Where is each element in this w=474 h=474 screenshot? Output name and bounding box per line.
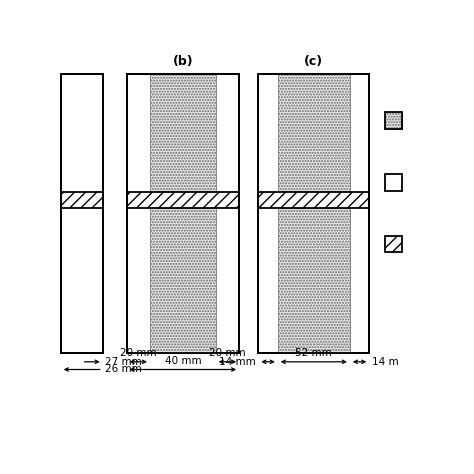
Bar <box>127 192 239 208</box>
Bar <box>150 208 216 353</box>
Bar <box>385 112 402 129</box>
Text: 26 mm: 26 mm <box>105 365 142 374</box>
Bar <box>258 74 369 353</box>
Bar <box>61 192 103 208</box>
Bar <box>127 74 239 353</box>
Text: (c): (c) <box>304 55 323 68</box>
Bar <box>258 74 369 353</box>
Text: (b): (b) <box>173 55 193 68</box>
Bar <box>61 74 103 353</box>
Text: 40 mm: 40 mm <box>164 356 201 365</box>
Bar <box>61 74 103 353</box>
Text: 14 m: 14 m <box>372 357 398 367</box>
Text: 14 mm: 14 mm <box>219 357 256 367</box>
Bar <box>150 74 216 192</box>
Bar <box>385 174 402 191</box>
Bar <box>258 192 369 208</box>
Bar <box>278 74 350 192</box>
Text: 27 mm: 27 mm <box>105 357 142 367</box>
Text: 20 mm: 20 mm <box>209 348 246 358</box>
Text: 20 mm: 20 mm <box>120 348 156 358</box>
Bar <box>385 112 402 129</box>
Bar <box>127 74 239 353</box>
Bar <box>278 208 350 353</box>
Text: 52 mm: 52 mm <box>295 348 332 358</box>
Bar <box>385 236 402 253</box>
